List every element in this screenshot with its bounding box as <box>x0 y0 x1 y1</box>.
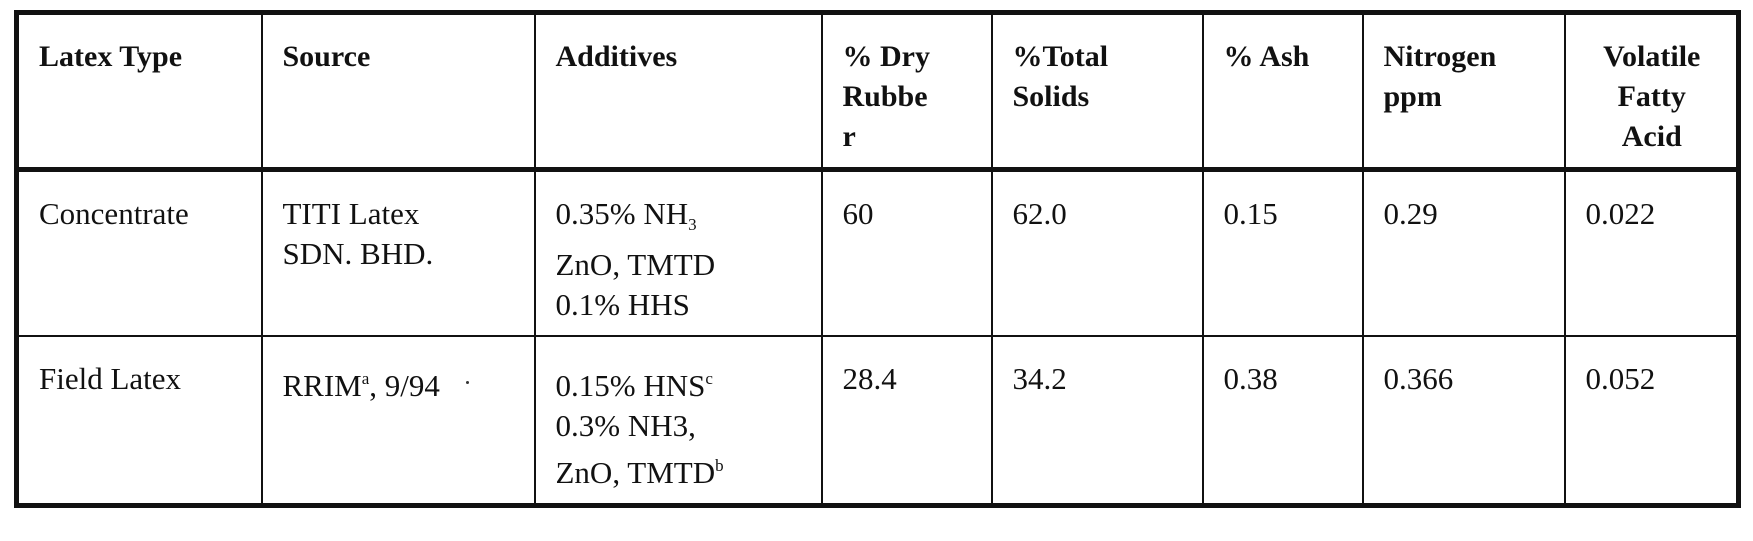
header-source: Source <box>262 13 535 170</box>
header-ash: % Ash <box>1203 13 1363 170</box>
additives-line: 0.15% HNSc <box>556 359 803 406</box>
header-additives: Additives <box>535 13 822 170</box>
header-total-solids: %Total Solids <box>992 13 1203 170</box>
cell-dry-rubber: 60 <box>822 170 992 337</box>
cell-nitrogen: 0.366 <box>1363 336 1565 506</box>
cell-ash: 0.15 <box>1203 170 1363 337</box>
cell-ash: 0.38 <box>1203 336 1363 506</box>
source-line: RRIMa, 9/94 <box>283 359 516 406</box>
cell-volatile-fatty-acid: 0.052 <box>1565 336 1739 506</box>
additives-line: ZnO, TMTDb <box>556 446 803 493</box>
table-row: Concentrate TITI Latex SDN. BHD. 0.35% N… <box>17 170 1739 337</box>
cell-total-solids: 34.2 <box>992 336 1203 506</box>
cell-additives: 0.35% NH3 ZnO, TMTD 0.1% HHS <box>535 170 822 337</box>
scan-speck <box>466 381 469 384</box>
cell-source: RRIMa, 9/94 <box>262 336 535 506</box>
header-row: Latex Type Source Additives % Dry Rubbe … <box>17 13 1739 170</box>
cell-nitrogen: 0.29 <box>1363 170 1565 337</box>
cell-total-solids: 62.0 <box>992 170 1203 337</box>
latex-properties-table: Latex Type Source Additives % Dry Rubbe … <box>14 10 1741 508</box>
cell-source: TITI Latex SDN. BHD. <box>262 170 535 337</box>
header-latex-type: Latex Type <box>17 13 262 170</box>
cell-latex-type: Concentrate <box>17 170 262 337</box>
header-nitrogen: Nitrogen ppm <box>1363 13 1565 170</box>
header-volatile-fatty-acid: Volatile Fatty Acid <box>1565 13 1739 170</box>
cell-latex-type: Field Latex <box>17 336 262 506</box>
cell-volatile-fatty-acid: 0.022 <box>1565 170 1739 337</box>
cell-additives: 0.15% HNSc 0.3% NH3, ZnO, TMTDb <box>535 336 822 506</box>
header-dry-rubber: % Dry Rubbe r <box>822 13 992 170</box>
additives-line: 0.35% NH3 <box>556 194 803 245</box>
cell-dry-rubber: 28.4 <box>822 336 992 506</box>
table-row: Field Latex RRIMa, 9/94 0.15% HNSc 0.3% … <box>17 336 1739 506</box>
